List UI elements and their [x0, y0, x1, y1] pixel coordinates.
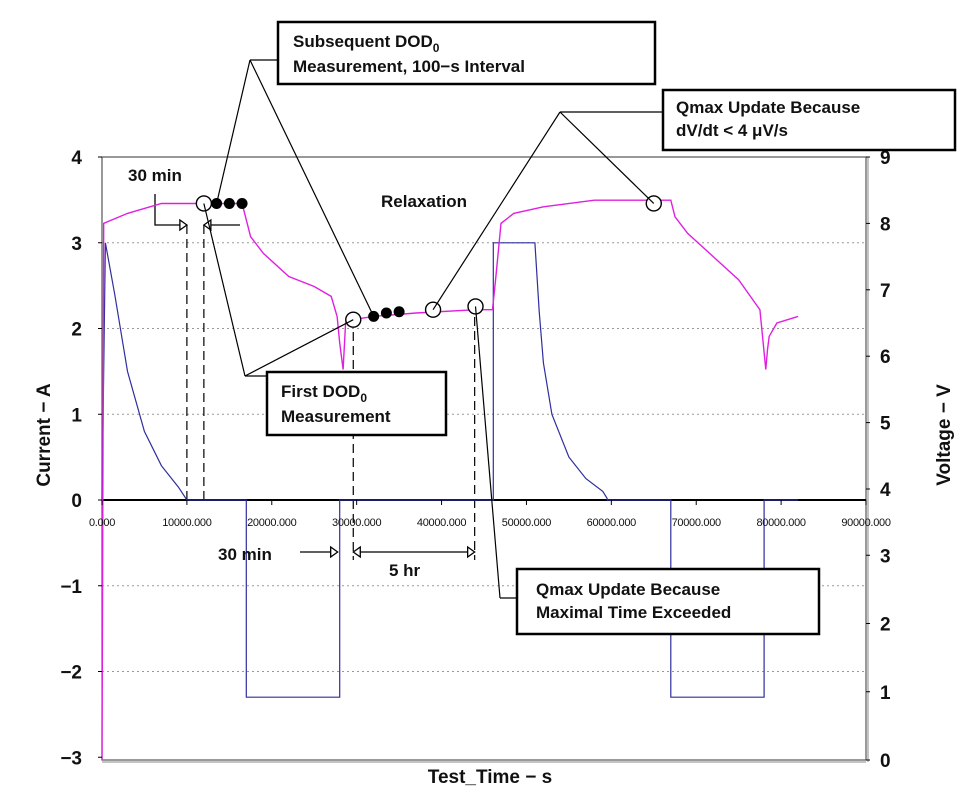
right-axis-label: Voltage − V [934, 384, 955, 486]
callout-first-line2: Measurement [281, 407, 391, 426]
callout-subsequent-dod: Subsequent DOD0 Measurement, 100−s Inter… [276, 20, 657, 86]
x-tick-label: 90000.000 [841, 517, 890, 529]
relaxation-label: Relaxation [381, 192, 467, 211]
five-hr-label: 5 hr [389, 561, 421, 580]
plot-border [101, 156, 867, 761]
leader-line [249, 59, 375, 317]
x-tick-label: 70000.000 [672, 517, 721, 529]
right-tick-label: 1 [880, 683, 891, 704]
leader-line [216, 59, 251, 204]
right-tick-label: 9 [880, 148, 891, 169]
left-tick-label: −1 [60, 577, 82, 598]
leader-line [203, 203, 246, 377]
right-tick-label: 2 [880, 615, 891, 636]
ticks: 4 3 2 1 0 −1 −2 −3 9 8 7 6 5 4 3 2 1 0 0.000 10000.000 20000… [60, 148, 891, 772]
right-tick-label: 0 [880, 751, 891, 772]
callout-qmax-dvdt-line2: dV/dt < 4 μV/s [676, 121, 788, 140]
callout-qmax-dvdt: Qmax Update Because dV/dt < 4 μV/s [661, 88, 957, 152]
leader-line [244, 319, 354, 377]
filled-marker [393, 306, 405, 318]
x-tick-label: 60000.000 [587, 517, 636, 529]
left-tick-label: 3 [71, 234, 82, 255]
callout-qmax-time-line1: Qmax Update Because [536, 580, 720, 599]
x-tick-label: 50000.000 [502, 517, 551, 529]
x-tick-label: 80000.000 [756, 517, 805, 529]
callout-leaders [203, 59, 663, 599]
arrow-head [330, 545, 339, 559]
leader-line [474, 306, 501, 599]
filled-marker [380, 307, 392, 319]
leader-line [432, 111, 561, 311]
current-series [101, 242, 799, 698]
filled-marker [236, 197, 248, 209]
filled-marker [223, 197, 235, 209]
left-axis-label: Current − A [34, 383, 55, 487]
x-tick-label: 40000.000 [417, 517, 466, 529]
right-tick-label: 7 [880, 281, 891, 302]
left-tick-label: 4 [71, 148, 82, 169]
current-line [101, 242, 799, 698]
arrow-head [179, 218, 189, 232]
dashed-guides [154, 194, 476, 560]
x-tick-label: 30000.000 [332, 517, 381, 529]
right-tick-label: 3 [880, 546, 891, 567]
left-tick-label: −3 [60, 748, 82, 769]
right-tick-label: 5 [880, 414, 891, 435]
right-tick-label: 8 [880, 214, 891, 235]
right-tick-label: 4 [880, 480, 891, 501]
left-tick-label: 1 [71, 405, 82, 426]
leader-line [559, 111, 655, 204]
callout-subsequent-line2: Measurement, 100−s Interval [293, 57, 525, 76]
callout-qmax-time: Qmax Update Because Maximal Time Exceede… [515, 567, 821, 636]
callout-subsequent-line1: Subsequent DOD0 [293, 32, 440, 55]
x-tick-label: 20000.000 [247, 517, 296, 529]
left-tick-label: −2 [60, 663, 82, 684]
voltage-series [101, 199, 799, 761]
callout-first-dod: First DOD0 Measurement [265, 370, 448, 437]
x-tick-label: 10000.000 [162, 517, 211, 529]
markers [195, 195, 662, 328]
x-tick-label: 0.000 [89, 517, 115, 529]
left-tick-label: 0 [71, 491, 82, 512]
callout-first-line1: First DOD0 [281, 382, 367, 405]
arrow-line [154, 194, 187, 226]
voltage-line [101, 199, 799, 761]
callout-qmax-dvdt-line1: Qmax Update Because [676, 98, 860, 117]
thirty-min-top-label: 30 min [128, 166, 182, 185]
left-tick-label: 2 [71, 320, 82, 341]
callout-qmax-time-line2: Maximal Time Exceeded [536, 603, 731, 622]
x-axis-label: Test_Time − s [428, 767, 552, 788]
arrow-head [467, 545, 476, 559]
arrow-head [352, 545, 361, 559]
right-tick-label: 6 [880, 347, 891, 368]
thirty-min-bottom-label: 30 min [218, 545, 272, 564]
